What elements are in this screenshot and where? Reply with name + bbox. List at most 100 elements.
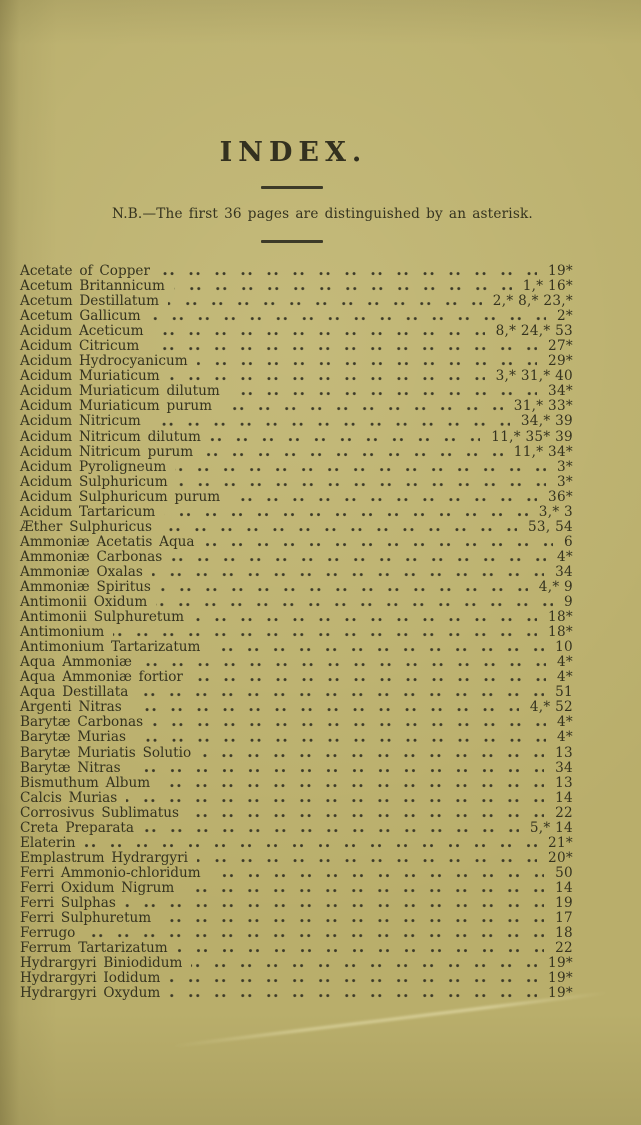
index-row: Ammoniæ Carbonas 4* [20, 548, 573, 565]
entry-name: Ferri Sulphuretum [20, 910, 152, 927]
entry-page-numbers: 11,* 34* [513, 443, 573, 460]
leader-dots [173, 279, 512, 295]
leader-dots [202, 444, 503, 460]
entry-name: Acetum Destillatum [20, 293, 160, 310]
entry-name: Corrosivus Sublimatus [20, 804, 179, 821]
entry-page-numbers: 4* [556, 548, 573, 565]
index-row: Aqua Ammoniæ fortior 4* [20, 669, 573, 686]
leader-dots [171, 549, 546, 565]
leader-dots [149, 309, 546, 325]
index-row: Ferrugo 18 [20, 925, 573, 942]
index-row: Aqua Ammoniæ 4* [20, 655, 573, 671]
entry-name: Acidum Muriaticum purum [20, 398, 213, 415]
entry-name: Acidum Sulphuricum purum [20, 488, 221, 505]
index-row: Acidum Pyroligneum 3* [20, 458, 573, 475]
entry-page-numbers: 8,* 24,* 53 [495, 323, 573, 340]
entry-name: Barytæ Carbonas [20, 714, 144, 731]
leader-dots [229, 489, 537, 505]
entry-page-numbers: 34,* 39 [520, 413, 573, 430]
index-row: Argenti Nitras 4,* 52 [20, 699, 573, 716]
leader-dots [203, 534, 554, 550]
index-row: Calcis Murias 14 [20, 789, 573, 806]
page-title: INDEX. [219, 137, 368, 168]
index-row: Antimonium Tartarizatum 10 [20, 640, 573, 656]
entry-name: Ammoniæ Oxalas [20, 563, 143, 580]
entry-page-numbers: 53, 54 [527, 518, 573, 535]
leader-dots [84, 926, 545, 942]
leader-dots [175, 459, 546, 475]
index-row: Barytæ Muriatis Solutio 13 [20, 744, 573, 761]
entry-name: Emplastrum Hydrargyri [20, 849, 188, 866]
entry-page-numbers: 34 [555, 563, 573, 580]
leader-dots [124, 895, 545, 912]
entry-page-numbers: 3* [556, 473, 573, 490]
entry-page-numbers: 36* [548, 488, 573, 505]
entry-page-numbers: 4* [556, 669, 573, 686]
entry-name: Aqua Destillata [20, 684, 129, 701]
leader-dots [176, 941, 545, 957]
entry-name: Hydrargyri Biniodidum [20, 955, 183, 972]
index-row: Acidum Nitricum 34,* 39 [20, 413, 573, 430]
index-row: Acidum Hydrocyanicum 29* [20, 353, 573, 370]
entry-page-numbers: 3,* 3 [538, 503, 573, 520]
index-row: Antimonium 18* [20, 625, 573, 641]
entry-name: Argenti Nitras [20, 699, 122, 716]
entry-page-numbers: 2,* 8,* 23,* [492, 293, 573, 310]
index-row: Ammoniæ Spiritus 4,* 9 [20, 578, 573, 596]
index-row: Acidum Sulphuricum 3* [20, 473, 573, 490]
entry-name: Antimonii Oxidum [20, 594, 148, 611]
entry-name: Æther Sulphuricus [20, 518, 153, 535]
index-row: Acetum Destillatum 2,* 8,* 23,* [20, 293, 573, 310]
entry-page-numbers: 19* [548, 955, 573, 972]
entry-page-numbers: 18* [548, 609, 573, 626]
entry-page-numbers: 13 [555, 744, 573, 761]
leader-dots [196, 850, 537, 866]
leader-dots [200, 745, 545, 761]
leader-dots [209, 865, 545, 881]
entry-page-numbers: 34* [548, 383, 573, 400]
entry-name: Acetate of Copper [20, 263, 150, 279]
index-row: Ferri Sulphas 19 [20, 894, 573, 912]
leader-dots [187, 805, 545, 821]
entry-name: Ferrugo [20, 925, 76, 942]
index-row: Ferrum Tartarizatum 22 [20, 940, 573, 957]
entry-page-numbers: 4* [556, 729, 573, 746]
entry-name: Ferrum Tartarizatum [20, 940, 168, 957]
entry-page-numbers: 19 [555, 894, 573, 911]
leader-dots [134, 730, 546, 746]
entry-name: Aqua Ammoniæ fortior [20, 669, 183, 686]
entry-name: Barytæ Muriatis Solutio [20, 744, 192, 761]
entry-page-numbers: 11,* 35* 39 [491, 428, 573, 445]
entry-name: Acidum Muriaticum dilutum [20, 383, 220, 400]
leader-dots [140, 655, 546, 671]
entry-name: Creta Preparata [20, 819, 134, 836]
entry-name: Ferri Oxidum Nigrum [20, 879, 175, 896]
entry-page-numbers: 4,* 9 [538, 578, 573, 595]
leader-dots [196, 354, 537, 370]
index-row: Creta Preparata 5,* 14 [20, 819, 573, 836]
index-row: Acidum Aceticum 8,* 24,* 53 [20, 323, 573, 340]
index-row: Acidum Muriaticum purum 31,* 33* [20, 398, 573, 415]
index-row: Ammoniæ Acetatis Aqua 6 [20, 534, 573, 550]
entry-page-numbers: 14 [555, 789, 573, 806]
entry-name: Acetum Britannicum [20, 278, 165, 295]
entry-name: Acidum Hydrocyanicum [20, 353, 188, 370]
leader-dots [176, 474, 546, 490]
index-row: Hydrargyri Iodidum 19* [20, 971, 573, 987]
entry-name: Acidum Pyroligneum [20, 458, 167, 475]
leader-dots [137, 685, 545, 701]
entry-name: Acidum Citricum [20, 338, 140, 355]
index-row: Æther Sulphuricus 53, 54 [20, 518, 573, 535]
entry-name: Barytæ Nitras [20, 759, 121, 776]
leader-dots [159, 579, 528, 596]
index-row: Acidum Nitricum purum 11,* 34* [20, 443, 573, 460]
entry-page-numbers: 31,* 33* [513, 398, 573, 415]
leader-dots [164, 504, 528, 520]
entry-page-numbers: 4,* 52 [529, 699, 573, 716]
entry-page-numbers: 20* [548, 849, 573, 866]
leader-dots [126, 790, 545, 806]
index-row: Corrosivus Sublimatus 22 [20, 804, 573, 821]
leader-dots [183, 880, 545, 896]
entry-name: Barytæ Murias [20, 729, 126, 746]
